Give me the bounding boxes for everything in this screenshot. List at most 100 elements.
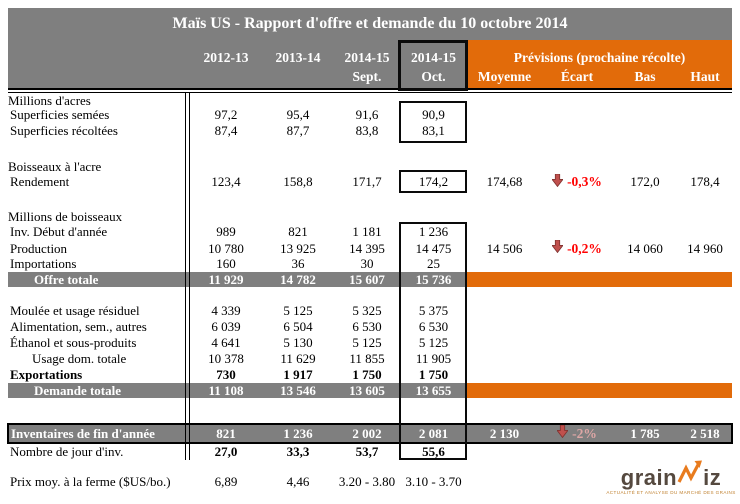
cell-value: 5 125 xyxy=(418,335,449,350)
logo-grain-text: grain xyxy=(620,465,678,490)
row-label: Superficies récoltées xyxy=(10,123,118,138)
table-row: Usage dom. totale 10 378 11 629 11 855 11 90… xyxy=(8,351,732,367)
cell-moyenne: 2 130 xyxy=(489,425,520,441)
table-row: Éthanol et sous-produits 4 641 5 130 5 125 5… xyxy=(8,335,732,351)
row-label: Rendement xyxy=(10,174,70,189)
table-body: Millions d'acres Superficies semées 97,2 95… xyxy=(7,93,733,490)
cell-ecart: -0,2% xyxy=(542,239,612,257)
cell-value: 11 905 xyxy=(415,351,452,366)
cell-value: 6 530 xyxy=(352,319,382,334)
cell-value: 1 750 xyxy=(352,367,382,382)
cell-value: 13 605 xyxy=(349,383,385,398)
cell-value: 174,2 xyxy=(418,174,449,189)
cell-value: 83,8 xyxy=(355,123,379,138)
cell-value: 6 039 xyxy=(211,319,241,334)
cell-value: 4,46 xyxy=(286,474,310,489)
grainwiz-wordmark: grain iz xyxy=(606,460,736,489)
row-label: Usage dom. totale xyxy=(32,351,127,366)
cell-value: 3.20 - 3.80 xyxy=(338,474,396,489)
change-percent: -0,2% xyxy=(567,240,602,256)
cell-value: 2 002 xyxy=(352,425,382,441)
cell-value: 11 855 xyxy=(349,351,385,366)
cell-value: 4 339 xyxy=(211,303,241,318)
cell-value: 87,4 xyxy=(214,123,238,138)
cell-bas: 1 785 xyxy=(630,425,660,441)
cell-value: 5 125 xyxy=(352,335,382,350)
table-row: Nombre de jour d'inv. 27,0 33,3 53,7 55,6 xyxy=(8,443,732,460)
cell-value: 83,1 xyxy=(422,123,445,138)
row-label: Inv. Début d'année xyxy=(10,224,108,239)
unit-row: Millions de boisseaux xyxy=(8,209,732,224)
cell-value: 6 504 xyxy=(283,319,313,334)
cell-value: 36 xyxy=(291,256,305,271)
logo-w-icon xyxy=(677,460,703,489)
title-band: Maïs US - Rapport d'offre et demande du … xyxy=(8,8,732,40)
table-row: Alimentation, sem., autres 6 039 6 504 6 53… xyxy=(8,319,732,335)
table-row: Superficies récoltées 87,4 87,7 83,8 83,1 xyxy=(8,123,732,139)
row-label: Inventaires de fin d'année xyxy=(11,425,155,441)
cell-value: 55,6 xyxy=(422,443,445,459)
cell-ecart: -0,3% xyxy=(542,173,612,191)
table-row: Production 10 780 13 925 14 395 14 475 14 506… xyxy=(8,239,732,257)
cell-value: 6 530 xyxy=(418,319,449,334)
cell-value: 158,8 xyxy=(283,174,313,189)
cell-value: 27,0 xyxy=(214,443,238,459)
cell-value: 11 929 xyxy=(208,272,244,287)
cell-value: 821 xyxy=(288,224,308,239)
cell-value: 160 xyxy=(216,256,236,271)
cell-value: 11 108 xyxy=(208,383,244,398)
cell-value: 4 641 xyxy=(211,335,241,350)
cell-value: 33,3 xyxy=(286,443,310,459)
cell-value: 1 181 xyxy=(352,224,382,239)
cell-value: 5 325 xyxy=(352,303,382,318)
row-label: Importations xyxy=(10,256,77,271)
spacer-row xyxy=(8,191,732,209)
cell-bas: 14 060 xyxy=(627,240,663,256)
cell-value: 14 475 xyxy=(415,240,452,256)
cell-moyenne: 174,68 xyxy=(486,174,523,189)
unit-label: Millions d'acres xyxy=(8,93,91,108)
cell-moyenne: 14 506 xyxy=(486,240,523,256)
cell-value: 15 607 xyxy=(349,272,385,287)
cell-value: 171,7 xyxy=(352,174,382,189)
cell-value: 10 780 xyxy=(208,240,244,256)
row-label: Moulée et usage résiduel xyxy=(10,303,140,318)
column-subheader-ecart: Écart xyxy=(560,69,594,84)
grainwiz-logo: grain iz ACTUALITÉ ET ANALYSE DU MARCHÉ … xyxy=(606,460,736,495)
cell-value: 989 xyxy=(216,224,236,239)
column-header-year: 2014-15 xyxy=(344,50,390,66)
report-title: Maïs US - Rapport d'offre et demande du … xyxy=(172,15,568,32)
cell-value: 13 546 xyxy=(280,383,316,398)
spacer-row xyxy=(8,139,732,159)
spacer-row xyxy=(8,287,732,303)
cell-value: 11 629 xyxy=(280,351,316,366)
column-subheader-moyenne: Moyenne xyxy=(477,69,532,84)
cell-value: 14 395 xyxy=(349,240,385,256)
row-label: Éthanol et sous-produits xyxy=(10,335,137,350)
table-row: Offre totale 11 929 14 782 15 607 15 736 xyxy=(8,272,732,287)
down-arrow-icon xyxy=(551,173,564,191)
cell-haut: 178,4 xyxy=(690,174,720,189)
column-header-year: 2012-13 xyxy=(203,50,249,66)
row-label: Nombre de jour d'inv. xyxy=(10,443,124,459)
cell-value: 1 917 xyxy=(283,367,313,382)
unit-label: Boisseaux à l'acre xyxy=(8,159,102,174)
spacer-row xyxy=(8,398,732,424)
column-subheader-sept: Sept. xyxy=(352,69,382,84)
down-arrow-icon xyxy=(551,239,564,257)
table-row: Rendement 123,4 158,8 171,7 174,2 174,68 -0,3%… xyxy=(8,173,732,191)
cell-haut: 2 518 xyxy=(690,425,720,441)
cell-value: 13 925 xyxy=(280,240,316,256)
cell-value: 730 xyxy=(216,367,236,382)
cell-value: 14 782 xyxy=(280,272,316,287)
column-subheader-oct: Oct. xyxy=(421,69,446,84)
cell-bas: 172,0 xyxy=(630,174,660,189)
column-headers: 2012-13 2013-14 2014-15 2014-15 Prévisio… xyxy=(8,40,732,88)
column-header-year: 2013-14 xyxy=(275,50,321,66)
cell-value: 3.10 - 3.70 xyxy=(405,474,462,489)
cell-value: 87,7 xyxy=(286,123,310,138)
row-label: Alimentation, sem., autres xyxy=(10,319,147,334)
table-row: Exportations 730 1 917 1 750 1 750 xyxy=(8,367,732,383)
cell-ecart: -2% xyxy=(542,424,612,442)
